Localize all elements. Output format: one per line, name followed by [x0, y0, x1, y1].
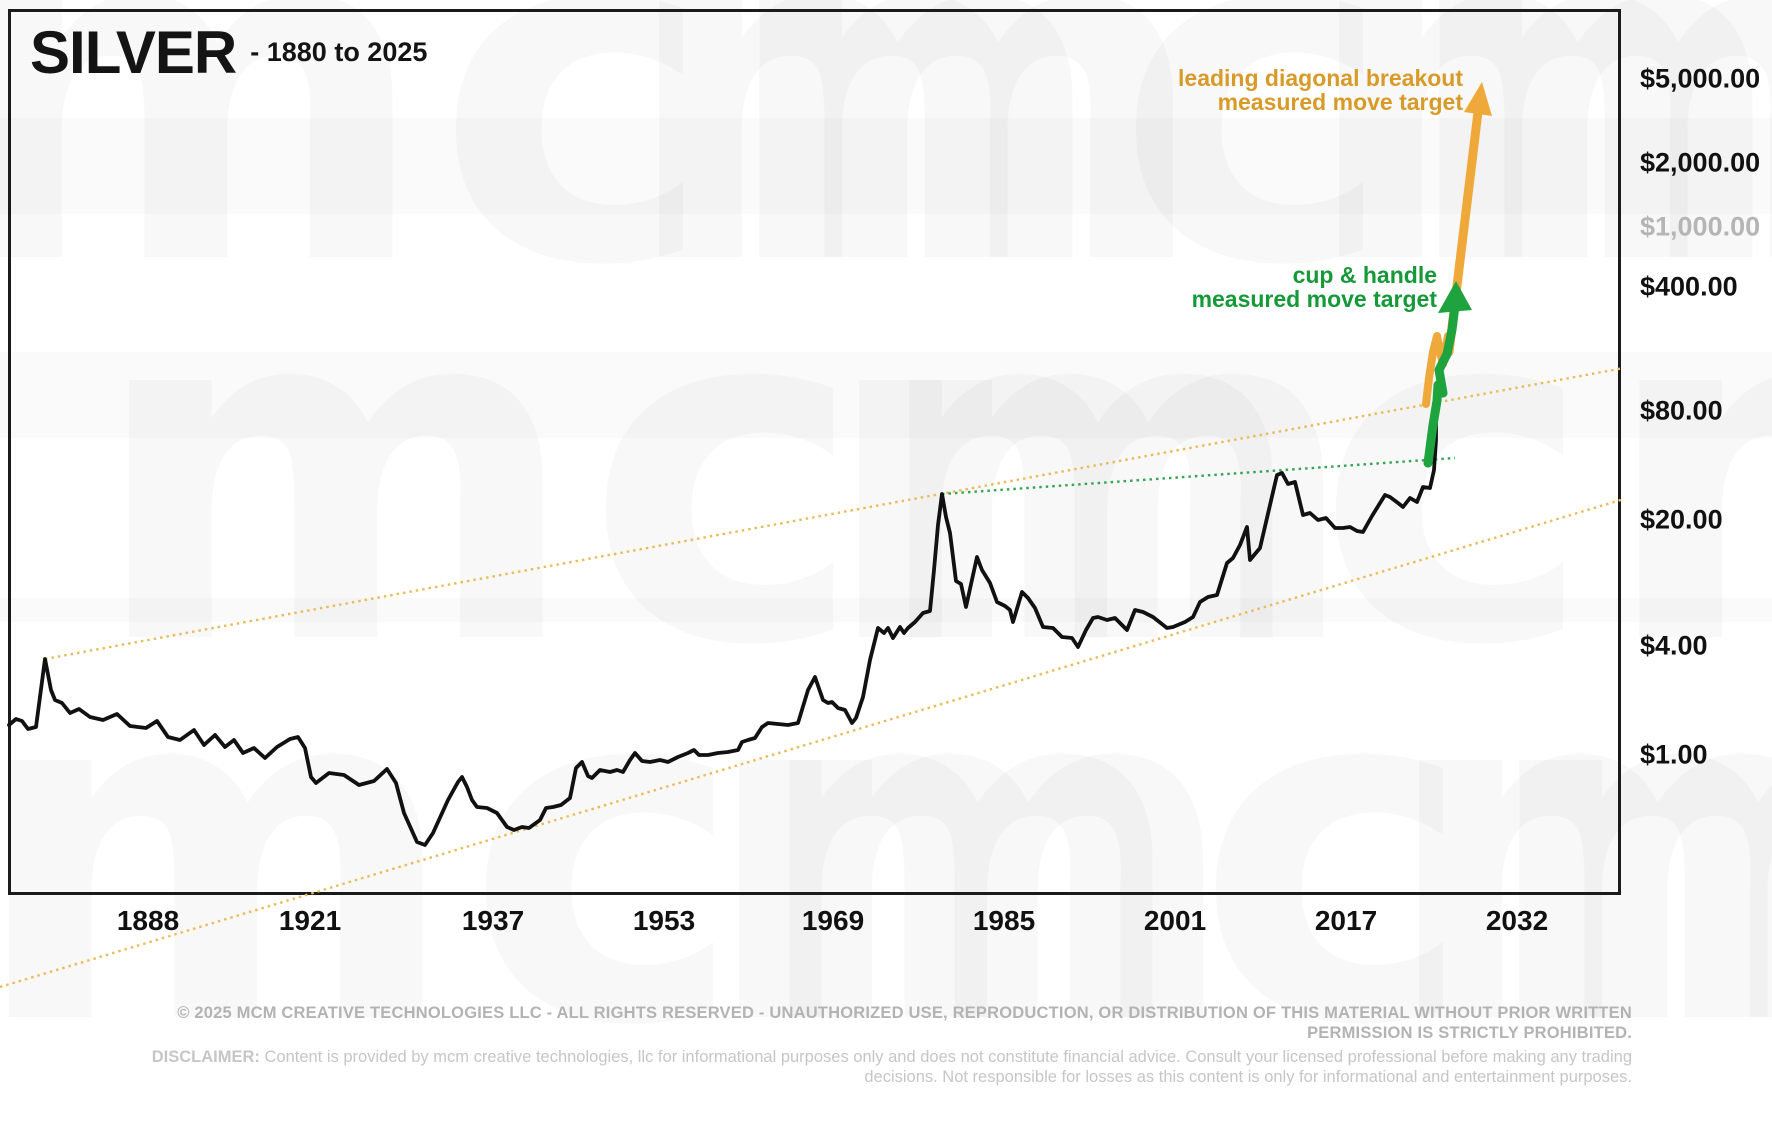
mcm-watermark: mcm	[700, 581, 1772, 1128]
y-axis-label: $400.00	[1640, 271, 1738, 302]
x-axis-label: 1969	[801, 905, 865, 936]
green-target-arrow-shaft	[1423, 301, 1460, 468]
x-axis-label: 2017	[1314, 905, 1378, 936]
footer: © 2025 MCM CREATIVE TECHNOLOGIES LLC - A…	[80, 1003, 1632, 1087]
leading-diagonal-annotation: leading diagonal breakout measured move …	[1178, 66, 1463, 114]
y-axis-label: $80.00	[1640, 395, 1723, 426]
silver-price-line	[7, 403, 1438, 847]
plot-border	[8, 9, 1621, 895]
y-axis-label: $20.00	[1640, 504, 1723, 535]
x-axis-label: 1985	[972, 905, 1036, 936]
disclaimer-label: DISCLAIMER:	[151, 1048, 260, 1066]
x-axis-label: 1953	[632, 905, 696, 936]
upper-trendline-dotted	[44, 366, 1625, 661]
mcm-watermark: mcm	[0, 581, 1247, 1128]
title-main: SILVER	[30, 19, 237, 86]
cup-handle-annotation-line1: cup & handle	[1292, 262, 1437, 288]
disclaimer-text: DISCLAIMER: Content is provided by mcm c…	[80, 1047, 1632, 1087]
mcm-watermark: mcm	[820, 201, 1772, 748]
orange-target-arrow-head	[1464, 82, 1492, 116]
x-axis-label: 2001	[1143, 905, 1207, 936]
chart-title: SILVER - 1880 to 2025	[30, 18, 427, 87]
x-axis-label: 2032	[1485, 905, 1549, 936]
green-target-arrow-head	[1438, 281, 1472, 313]
mcm-watermark: mcm	[1300, 0, 1772, 368]
x-axis-label: 1937	[461, 905, 525, 936]
x-axis-label: 1888	[116, 905, 180, 936]
x-axis-label: 1921	[278, 905, 342, 936]
y-axis-label: $4.00	[1640, 630, 1708, 661]
y-axis-label: $1,000.00	[1640, 211, 1761, 242]
y-axis-label: $1.00	[1640, 739, 1708, 770]
title-subtitle: - 1880 to 2025	[250, 37, 428, 67]
mcm-watermark: mcm	[620, 0, 1772, 368]
mcm-watermark: mcm	[0, 0, 1217, 368]
y-axis-label: $5,000.00	[1640, 63, 1761, 94]
leading-diagonal-annotation-line2: measured move target	[1217, 89, 1463, 115]
cup-handle-annotation-line2: measured move target	[1191, 286, 1437, 312]
y-axis-label: $2,000.00	[1640, 147, 1761, 178]
disclaimer-body: Content is provided by mcm creative tech…	[264, 1048, 1633, 1086]
chart-canvas	[0, 82, 1625, 989]
cup-handle-neckline-dotted	[941, 456, 1456, 496]
copyright-text: © 2025 MCM CREATIVE TECHNOLOGIES LLC - A…	[177, 1004, 1632, 1042]
leading-diagonal-annotation-line1: leading diagonal breakout	[1178, 65, 1463, 91]
cup-handle-annotation: cup & handle measured move target	[1192, 263, 1437, 311]
mcm-watermark: mcm	[90, 201, 1367, 748]
mcm-watermark: mcm	[1380, 581, 1772, 1128]
